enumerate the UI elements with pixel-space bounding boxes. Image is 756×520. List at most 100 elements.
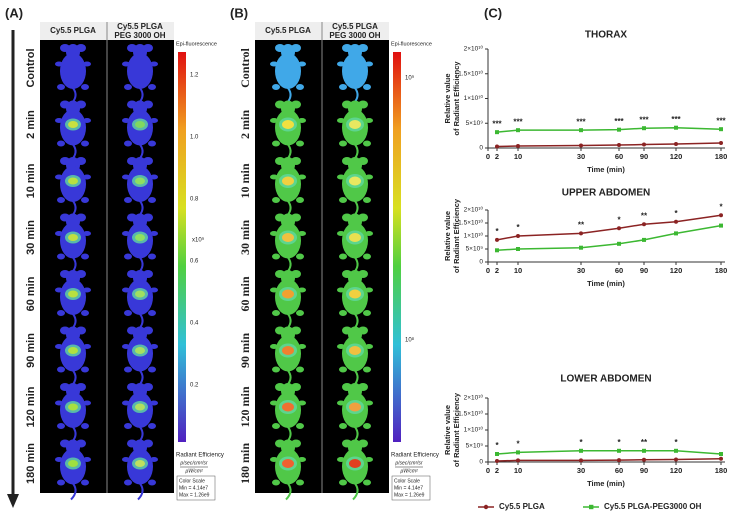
mouse-paw [83, 231, 91, 236]
color-scale-text: Max = 1.26e9 [394, 492, 425, 498]
mouse-paw [339, 366, 347, 373]
y-tick-label: 0 [479, 145, 483, 152]
mouse-paw [298, 231, 306, 236]
units-title: Radiant Efficiency [391, 453, 439, 459]
mouse-paw [339, 84, 347, 90]
x-tick-label: 2 [495, 266, 499, 275]
mouse-paw [81, 479, 89, 486]
y-tick-label: 5×10⁹ [466, 120, 484, 127]
series-marker [579, 245, 583, 250]
mouse-paw [148, 140, 156, 147]
series-marker [617, 448, 621, 453]
mouse-paw [365, 457, 373, 462]
mouse-paw [363, 479, 371, 486]
y-tick-label: 2×10¹⁰ [464, 206, 484, 214]
time-arrowhead [7, 494, 19, 508]
significance-label: * [516, 223, 520, 232]
mouse-paw [148, 423, 156, 429]
mouse-paw [83, 344, 91, 349]
significance-label: * [617, 215, 621, 224]
x-tick-label: 2 [495, 466, 499, 475]
x-tick-label: 10 [514, 266, 522, 275]
scale-tick-label: 0.2 [190, 383, 199, 389]
mouse-paw [272, 140, 280, 147]
x-tick-label: 180 [715, 266, 728, 275]
mouse-paw [150, 344, 158, 349]
series-marker [674, 142, 678, 147]
mouse-paw [83, 457, 91, 462]
row-label: 120 min [238, 386, 252, 427]
mouse-paw [337, 231, 345, 236]
significance-label: ** [641, 438, 648, 447]
color-scale-text: Max = 1.26e9 [179, 492, 210, 498]
y-tick-label: 1.5×10¹⁰ [458, 69, 483, 77]
significance-label: *** [576, 117, 586, 126]
x-axis-label: Time (min) [587, 279, 625, 288]
mouse [55, 44, 91, 105]
signal-spot [135, 177, 145, 185]
series-marker [495, 144, 499, 149]
units-numerator: p/sec/cm²/sr [394, 460, 423, 466]
signal-spot [68, 177, 78, 185]
series-marker [719, 456, 723, 461]
mouse-paw [337, 61, 345, 67]
x-tick-label: 0 [486, 466, 490, 475]
mouse-paw [296, 310, 304, 316]
mouse-paw [122, 344, 130, 349]
mouse-paw [55, 174, 63, 180]
scale-tick-label: 1.0 [190, 135, 199, 141]
signal-spot [135, 234, 145, 241]
series-marker [579, 143, 583, 148]
x-tick-label: 90 [640, 466, 648, 475]
signal-spot [68, 347, 78, 354]
significance-label: * [674, 209, 678, 218]
y-tick-label: 0 [479, 259, 483, 266]
row-label: Control [238, 47, 252, 87]
column-header: Cy5.5 PLGA [332, 22, 378, 31]
mouse-paw [272, 423, 280, 429]
mouse-paw [122, 287, 130, 293]
mouse [337, 439, 373, 501]
row-label: 120 min [25, 386, 37, 427]
significance-label: *** [671, 115, 681, 124]
signal-spot [68, 460, 78, 467]
mouse [337, 270, 373, 331]
y-tick-label: 5×10⁹ [466, 246, 484, 253]
x-tick-label: 60 [615, 266, 623, 275]
mouse-paw [124, 479, 132, 486]
mouse-paw [298, 118, 306, 123]
mouse [270, 270, 306, 331]
mouse-paw [148, 479, 156, 486]
series-line [496, 126, 722, 133]
panel-label: (A) [5, 5, 23, 20]
mouse [337, 100, 373, 162]
color-scale-text: Color Scale [179, 478, 205, 484]
mouse-tail [285, 482, 292, 501]
mouse-paw [148, 310, 156, 316]
y-axis-label: of Radiant Efficiency [452, 392, 461, 467]
mouse-paw [296, 197, 304, 203]
signal-spot [282, 459, 294, 468]
signal-spot [282, 233, 294, 242]
mouse [337, 44, 373, 105]
mouse-paw [124, 197, 132, 203]
row-label: 90 min [238, 333, 252, 368]
chart-title: UPPER ABDOMEN [562, 188, 651, 199]
mouse-paw [150, 287, 158, 293]
mouse-paw [339, 479, 347, 486]
mouse-paw [298, 457, 306, 462]
scale-tick-label: 0.4 [190, 321, 199, 327]
series-marker [617, 127, 621, 132]
mouse-body [342, 53, 368, 89]
scale-tick-label: 0.6 [190, 259, 199, 265]
mouse-paw [122, 174, 130, 180]
mouse-tail [70, 482, 77, 501]
mouse-paw [270, 400, 278, 406]
mouse-paw [339, 423, 347, 429]
row-label: 60 min [238, 276, 252, 311]
mouse [337, 213, 373, 275]
column-header: Cy5.5 PLGA [50, 26, 96, 35]
mouse-paw [337, 400, 345, 406]
scale-tick-label: 10⁹ [405, 75, 415, 82]
series-marker [495, 248, 499, 253]
